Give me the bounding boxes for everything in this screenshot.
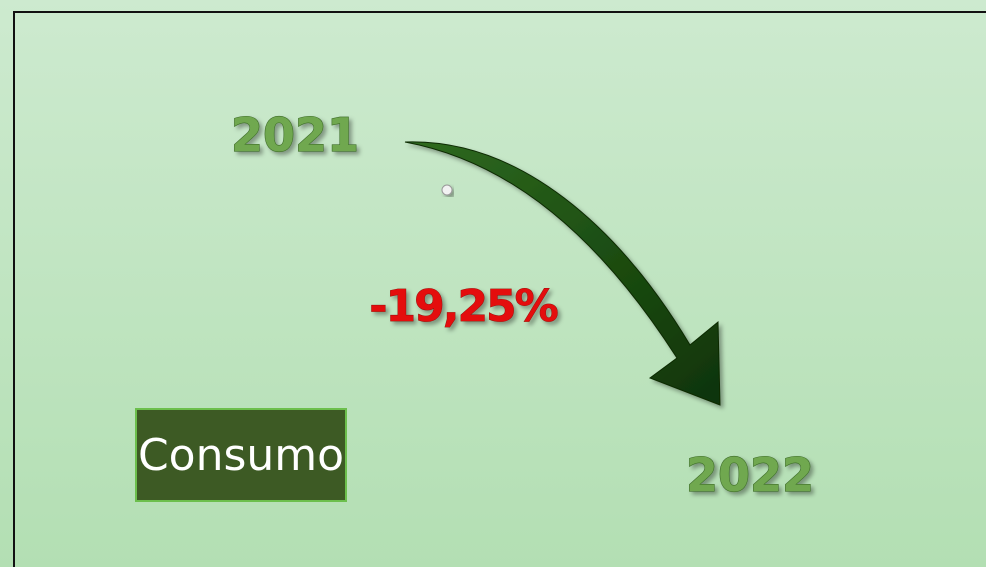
down-arrow (404, 141, 721, 406)
change-label: -19,25% (369, 281, 557, 332)
category-box (135, 408, 347, 502)
from-year: 2021 (231, 108, 359, 162)
handle-dot (441, 184, 453, 196)
category-label: Consumo (138, 430, 344, 481)
to-year: 2022 (686, 448, 814, 502)
frame (13, 11, 986, 567)
